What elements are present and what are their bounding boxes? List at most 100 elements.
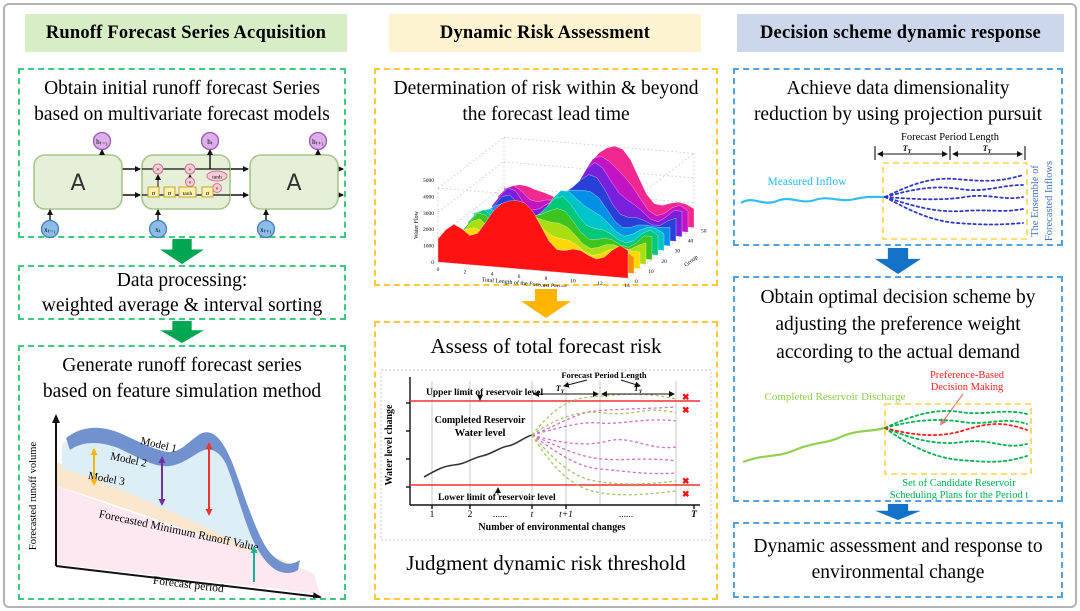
box-title-line: Dynamic assessment and response to [753, 536, 1043, 557]
xtick: 12 [597, 281, 603, 287]
lstm-h-nodes: hₜ₋₁ hₜ hₜ₊₁ [92, 132, 328, 151]
ty-span-arrows [874, 146, 1026, 161]
completed-water-level-curve [423, 433, 533, 478]
risk-xlabel: Number of environmental changes [478, 522, 625, 533]
ytick: 3000 [423, 211, 434, 217]
lstm-gate: σ [206, 190, 210, 197]
lstm-gate: σ [152, 190, 156, 197]
box-title: Achieve data dimensionality reduction by… [735, 70, 1061, 127]
completed-reservoir-label: Completed Reservoir [435, 415, 526, 426]
lstm-cell-a-label: A [70, 171, 85, 196]
box-title-line: based on multivariate forecast models [34, 103, 330, 125]
lstm-diagram: A A × + × tanh × σ [33, 132, 344, 239]
box-title: Obtain optimal decision scheme by adjust… [735, 278, 1061, 366]
measured-inflow-label: Measured Inflow [768, 176, 848, 188]
xtick: 1 [430, 510, 435, 520]
box-data-processing: Data processing: weighted average & inte… [18, 265, 346, 320]
xtick: 8 [545, 277, 548, 283]
forecast-fan-magenta [531, 406, 677, 474]
box-title-line: Generate runoff forecast series [62, 355, 302, 376]
box-dimensionality-reduction: Achieve data dimensionality reduction by… [733, 68, 1063, 246]
box-title: Generate runoff forecast series based on… [20, 347, 344, 404]
completed-discharge-label: Completed Reservoir Discharge [765, 391, 906, 403]
risk-axes [406, 376, 700, 509]
lower-limit-label: Lower limit of reservoir level [438, 493, 556, 503]
runoff-axes [52, 414, 322, 599]
gtick: 50 [701, 229, 707, 235]
xtick: 6 [518, 274, 521, 280]
box-risk-determination: Determination of risk within & beyond th… [374, 68, 718, 288]
header-decision-response: Decision scheme dynamic response [737, 14, 1064, 52]
waterfall-3d-chart: Water Flow 0 1000 2000 3000 4000 5000 0 … [414, 137, 707, 288]
box-title-line: according to the actual demand [776, 341, 1020, 363]
ytick: 5000 [423, 178, 434, 184]
lstm-x-label: xₜ [155, 226, 161, 234]
box-title: Dynamic assessment and response to envir… [735, 524, 1061, 585]
xtick: 2 [464, 270, 467, 276]
candidate-set-label-line1: Set of Candidate Reservoir [902, 478, 1016, 489]
waterfall-group-label: Group [684, 255, 700, 269]
lstm-op: tanh [212, 175, 222, 181]
ty-label: TY [903, 143, 913, 155]
forecasted-inflow-fan [884, 174, 1024, 226]
xtick: t+1 [559, 510, 573, 520]
header-dynamic-risk: Dynamic Risk Assessment [389, 14, 701, 52]
xtick: ...... [493, 510, 507, 520]
box-title-line: adjusting the preference weight [775, 314, 1021, 336]
preference-label-line2: Decision Making [931, 382, 1004, 393]
lstm-output-arrows [47, 149, 321, 222]
box-optimal-decision-scheme: Obtain optimal decision scheme by adjust… [733, 276, 1063, 502]
runoff-range-arrows [90, 442, 258, 583]
risk-cross-marks: ✖ ✖ ✖ ✖ [682, 392, 690, 499]
runoff-band-chart: Forecasted runoff volume Forecast period… [28, 414, 322, 599]
candidate-set-label-line2: Scheduling Plans for the Period t [890, 490, 1029, 500]
waterfall-ylabel: Water Flow [414, 211, 420, 240]
lstm-middle-cell-internals: × + × tanh × σ σ tanh σ [142, 163, 230, 198]
box-title-line: Determination of risk within & beyond [393, 78, 699, 99]
risk-cross-icon: ✖ [682, 476, 690, 486]
outer-frame [3, 3, 1077, 608]
measured-inflow-curve [740, 196, 886, 205]
upper-limit-label: Upper limit of reservoir level [426, 388, 543, 398]
ty-label: TY [634, 384, 643, 395]
box-title-line: weighted average & interval sorting [41, 294, 323, 316]
xtick: ...... [619, 510, 633, 520]
box-title-line: reduction by using projection pursuit [753, 103, 1043, 125]
lstm-flow-arrows [122, 166, 344, 199]
header-text: Dynamic Risk Assessment [439, 22, 651, 43]
lstm-x-label: xₜ₋₁ [44, 226, 56, 234]
lstm-x-label: xₜ₊₁ [260, 226, 272, 234]
lstm-x-nodes: xₜ₋₁ xₜ xₜ₊₁ [40, 220, 276, 239]
ensemble-label-line1: The Ensemble of [1030, 165, 1041, 237]
water-level-risk-chart: ✖ ✖ ✖ ✖ Forecast Period Length TY TY Upp… [380, 369, 712, 541]
ty-label: TY [556, 384, 565, 395]
box-assess-total-risk: Assess of total forecast risk [374, 321, 718, 600]
risk-ylabel: Water level change [384, 404, 395, 485]
waterfall-ridges [437, 146, 695, 279]
lstm-gate: σ [168, 190, 172, 197]
box-title: Obtain initial runoff forecast Series ba… [20, 70, 344, 127]
ytick: 1000 [423, 244, 434, 250]
risk-xtick-labels: 1 2 ...... t t+1 ...... T [430, 510, 698, 520]
lstm-op: × [215, 187, 218, 193]
discharge-decision-diagram: Preference-Based Decision Making Complet… [742, 370, 1032, 500]
risk-cross-icon: ✖ [682, 392, 690, 402]
fpl-pointer-arrows [563, 379, 641, 388]
box-title-line: Obtain optimal decision scheme by [760, 287, 1036, 308]
inflow-ensemble-diagram: Forecast Period Length TY TY Measured In… [740, 132, 1055, 242]
lstm-gate: tanh [183, 191, 193, 197]
ytick: 4000 [423, 195, 434, 201]
waterfall-xlabel: Total Length of the Forecast Period [481, 277, 566, 288]
risk-cross-icon: ✖ [682, 405, 690, 415]
header-text: Runoff Forecast Series Acquisition [45, 22, 327, 43]
ytick: 0 [431, 260, 434, 266]
lstm-h-label: hₜ [207, 138, 213, 146]
candidate-plans-fan [884, 410, 1028, 463]
gtick: 0 [635, 279, 638, 285]
forecast-window-box [882, 162, 1028, 241]
box-dynamic-assessment: Dynamic assessment and response to envir… [733, 522, 1063, 598]
gtick: 10 [648, 269, 654, 275]
xtick: 0 [437, 267, 440, 273]
selected-plan-curve [884, 423, 1028, 436]
